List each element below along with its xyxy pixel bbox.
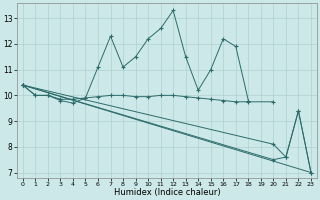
X-axis label: Humidex (Indice chaleur): Humidex (Indice chaleur) [114,188,220,197]
